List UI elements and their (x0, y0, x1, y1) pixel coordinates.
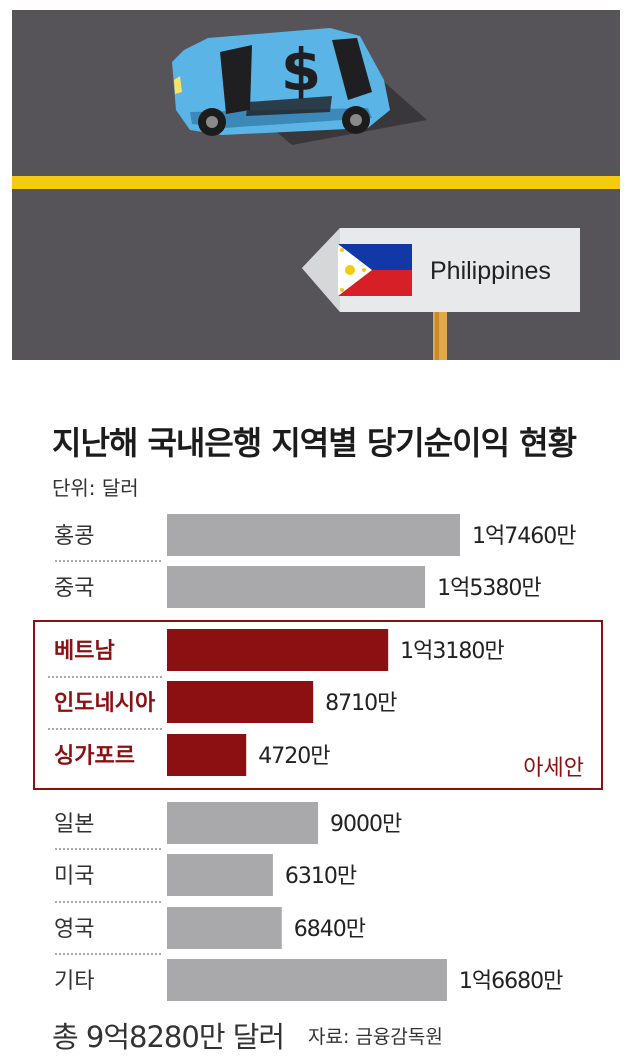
philippines-flag-icon (338, 244, 412, 296)
data-label-7: 6840만 (294, 917, 366, 942)
bar-1 (167, 566, 426, 608)
philippines-illustration: $ Philippines (12, 10, 620, 360)
category-label-1: 중국 (54, 576, 94, 601)
category-label-4: 싱가포르 (54, 744, 135, 769)
bar-2 (167, 629, 389, 671)
data-label-6: 6310만 (285, 864, 357, 889)
data-label-2: 1억3180만 (400, 639, 504, 664)
bar-8 (167, 959, 447, 1001)
data-label-0: 1억7460만 (472, 524, 576, 549)
category-label-3: 인도네시아 (54, 691, 156, 716)
data-label-8: 1억6680만 (459, 969, 563, 994)
data-label-1: 1억5380만 (437, 576, 541, 601)
bar-6 (167, 854, 273, 896)
unit-label: 단위: 달러 (52, 476, 139, 500)
data-label-3: 8710만 (325, 691, 397, 716)
asean-highlight-box (33, 620, 603, 790)
category-label-7: 영국 (54, 917, 94, 942)
category-label-8: 기타 (54, 969, 94, 994)
bar-0 (167, 514, 460, 556)
car-dollar-symbol: $ (281, 36, 321, 104)
bar-4 (167, 734, 247, 776)
category-label-6: 미국 (54, 864, 94, 889)
category-label-0: 홍콩 (54, 524, 94, 549)
chart-title: 지난해 국내은행 지역별 당기순이익 현황 (52, 424, 577, 462)
total-label: 총 9억8280만 달러 (52, 1020, 285, 1054)
sign-text: Philippines (430, 257, 551, 285)
bar-3 (167, 681, 314, 723)
direction-sign: Philippines (302, 228, 580, 360)
data-label-5: 9000만 (330, 812, 402, 837)
car-icon: $ (172, 28, 427, 145)
category-label-5: 일본 (54, 812, 94, 837)
bar-7 (167, 907, 282, 949)
source-label: 자료: 금융감독원 (308, 1026, 443, 1048)
road-center-line (12, 176, 620, 189)
bar-5 (167, 802, 319, 844)
data-label-4: 4720만 (258, 744, 330, 769)
category-label-2: 베트남 (54, 639, 115, 664)
asean-label: 아세안 (523, 756, 584, 781)
